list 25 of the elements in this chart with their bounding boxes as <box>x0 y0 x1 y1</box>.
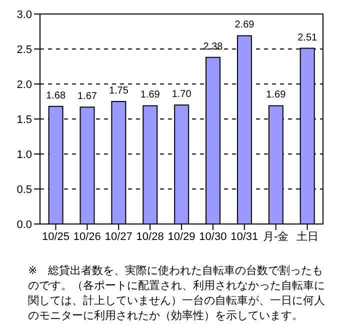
data-label: 1.70 <box>172 89 192 100</box>
data-label: 2.51 <box>298 32 318 44</box>
x-tick-label: 10/26 <box>73 230 101 243</box>
x-tick-label: 10/30 <box>199 230 227 243</box>
x-tick-label: 10/29 <box>168 230 196 243</box>
text: ※ 総貸出者数を、実際に使われた自転車の台数で割ったものです。（各ポートに配置され、利用されなかった自転車に関しては、計上していません）一台の自転車が、一日に何人のモニターに利用されたか（効率性）を示しています。 <box>28 264 326 324</box>
data-label: 1.67 <box>78 91 98 102</box>
x-tick-label: 10/27 <box>104 230 132 243</box>
x-tick-label: 10/25 <box>42 230 70 243</box>
y-tick-label: 0.5 <box>16 184 32 196</box>
x-tick-label: 10/28 <box>136 230 164 243</box>
y-tick-label: 1.0 <box>16 148 32 161</box>
data-label: 1.75 <box>108 86 129 96</box>
data-label: 1.69 <box>266 90 286 101</box>
x-tick-label: 10/31 <box>230 230 258 243</box>
x-tick-label: 土日 <box>296 230 318 243</box>
y-tick-label: 2.0 <box>16 78 32 91</box>
y-tick-label: 2.5 <box>16 44 32 56</box>
x-tick-label: 月-金 <box>262 230 289 243</box>
data-label: 2.69 <box>234 20 255 31</box>
y-tick-label: 0.0 <box>16 218 32 231</box>
y-tick-label: 1.5 <box>16 114 32 126</box>
data-label: 1.69 <box>140 90 160 101</box>
y-tick-label: 3.0 <box>16 8 32 21</box>
data-label: 1.68 <box>46 90 66 102</box>
